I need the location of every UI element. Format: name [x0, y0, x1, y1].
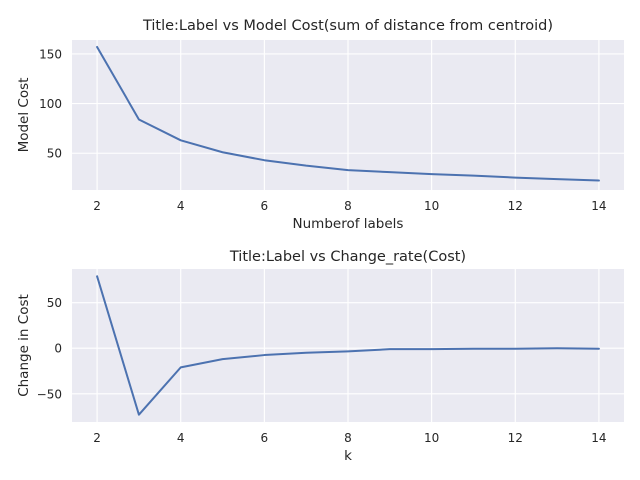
- x-tick-label: 2: [93, 431, 101, 445]
- y-axis-label: Model Cost: [16, 78, 32, 153]
- x-axis-label: Numberof labels: [293, 216, 404, 232]
- y-tick-label: 100: [39, 97, 62, 111]
- x-tick-label: 14: [591, 431, 606, 445]
- chart-model-cost: 2 4 6 8 10 12 14 50 100 150 Title:Label vs Model C…: [16, 18, 624, 232]
- series-line: [96, 45, 600, 182]
- y-tick-label: 50: [47, 296, 62, 310]
- y-tick-label: 50: [47, 147, 62, 161]
- x-tick-label: 6: [261, 199, 269, 213]
- x-tick-label: 4: [177, 431, 185, 445]
- y-axis-label: Change in Cost: [16, 294, 32, 397]
- chart-change-rate: 2 4 6 8 10 12 14 −50 0 50 Title:Label vs Change_ra…: [16, 249, 624, 464]
- x-tick-label: 4: [177, 199, 185, 213]
- x-tick-label: 12: [508, 199, 523, 213]
- x-tick-label: 10: [424, 199, 439, 213]
- x-axis-label: k: [344, 448, 352, 464]
- x-tick-label: 8: [344, 431, 352, 445]
- y-tick-label: 0: [54, 342, 62, 356]
- y-tick-label: −50: [37, 387, 62, 401]
- x-tick-label: 14: [591, 199, 606, 213]
- x-tick-label: 10: [424, 431, 439, 445]
- y-tick-label: 150: [39, 47, 62, 61]
- x-tick-label: 2: [93, 199, 101, 213]
- series-line: [96, 275, 600, 416]
- x-tick-label: 6: [261, 431, 269, 445]
- x-tick-label: 8: [344, 199, 352, 213]
- x-tick-label: 12: [508, 431, 523, 445]
- chart-title: Title:Label vs Change_rate(Cost): [229, 249, 466, 265]
- chart-title: Title:Label vs Model Cost(sum of distanc…: [142, 18, 553, 34]
